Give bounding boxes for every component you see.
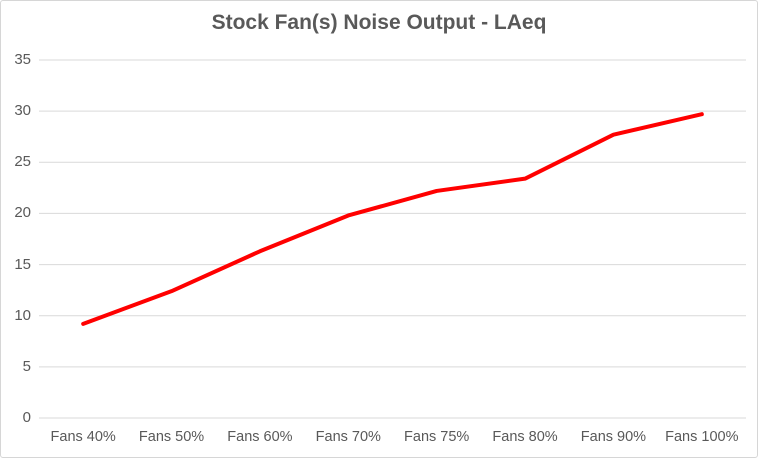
x-axis-category-label: Fans 70% (315, 429, 381, 445)
series-line-laeq (81, 112, 704, 326)
chart-title: Stock Fan(s) Noise Output - LAeq (211, 11, 547, 34)
y-axis-tick-label: 10 (14, 306, 31, 324)
y-axis-tick-label: 5 (22, 357, 31, 375)
x-axis-category-label: Fans 80% (492, 429, 558, 445)
x-axis-category-label: Fans 60% (227, 429, 293, 445)
y-axis-tick-label: 25 (14, 153, 31, 171)
y-axis-tick-label: 0 (22, 409, 31, 426)
x-axis-category-label: Fans 100% (665, 429, 739, 445)
y-axis-tick-label: 35 (14, 51, 31, 68)
x-axis-category-label: Fans 50% (138, 429, 205, 445)
x-axis-category-label: Fans 40% (50, 429, 116, 445)
x-axis-category-label: Fans 90% (580, 429, 647, 445)
y-axis-tick-label: 15 (14, 255, 31, 273)
x-axis-category-label: Fans 75% (404, 429, 470, 445)
y-axis-tick-label: 20 (14, 204, 31, 222)
y-axis-tick-label: 30 (14, 102, 31, 120)
